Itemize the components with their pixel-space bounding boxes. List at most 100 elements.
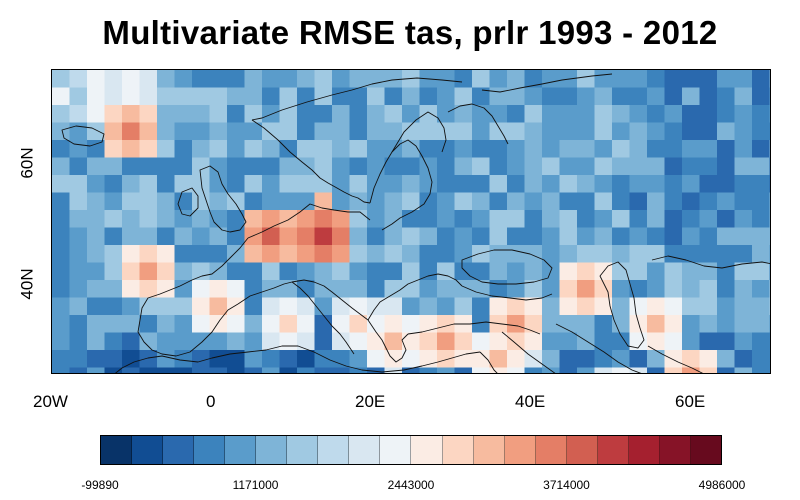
grid-cell [752,140,770,159]
grid-cell [419,157,438,176]
grid-cell [629,227,648,246]
grid-cell [419,87,438,106]
grid-cell [559,140,578,159]
grid-cell [699,350,718,369]
grid-cell [752,105,770,124]
grid-cell [157,297,176,316]
grid-cell [52,140,71,159]
grid-cell [69,210,88,229]
grid-cell [542,122,561,141]
grid-cell [52,297,71,316]
grid-cell [577,122,596,141]
grid-cell [419,280,438,299]
grid-cell [559,105,578,124]
grid-cell [489,175,508,194]
grid-cell [367,315,386,334]
grid-cell [682,297,701,316]
grid-cell [752,245,770,264]
grid-cell [209,315,228,334]
grid-cell [87,175,106,194]
grid-cell [524,122,543,141]
grid-cell [174,315,193,334]
grid-cell [367,122,386,141]
grid-cell [682,140,701,159]
grid-cell [139,262,158,281]
grid-cell [52,70,71,89]
grid-cell [174,350,193,369]
grid-cell [419,262,438,281]
grid-cell [682,87,701,106]
grid-cell [769,140,770,159]
grid-cell [384,262,403,281]
grid-cell [87,210,106,229]
grid-cell [69,140,88,159]
grid-cell [489,350,508,369]
grid-cell [454,122,473,141]
grid-cell [262,140,281,159]
grid-cell [87,297,106,316]
grid-cell [122,157,141,176]
grid-cell [577,262,596,281]
grid-cell [227,350,246,369]
grid-cell [629,122,648,141]
grid-cell [682,227,701,246]
grid-cell [332,192,351,211]
grid-cell [367,350,386,369]
grid-cell [244,157,263,176]
grid-cell [542,87,561,106]
grid-cell [752,122,770,141]
grid-cell [699,332,718,351]
grid-cell [139,175,158,194]
grid-cell [244,297,263,316]
grid-cell [52,262,71,281]
grid-cell [157,350,176,369]
grid-cell [454,280,473,299]
grid-cell [577,315,596,334]
grid-cell [717,315,736,334]
grid-cell [367,192,386,211]
grid-cell [454,175,473,194]
grid-cell [472,280,491,299]
grid-cell [349,332,368,351]
grid-cell [769,315,770,334]
grid-cell [332,350,351,369]
colorbar-tick-label: 2443000 [387,478,435,492]
grid-cell [559,280,578,299]
grid-cell [192,192,211,211]
grid-cell [472,245,491,264]
grid-cell [262,227,281,246]
colorbar-swatch [194,436,226,464]
grid-cell [472,367,491,373]
grid-cell [419,350,438,369]
grid-cell [227,70,246,89]
grid-cell [227,315,246,334]
rmse-grid-cells [52,70,770,373]
grid-cell [174,175,193,194]
grid-cell [297,297,316,316]
grid-cell [227,332,246,351]
grid-cell [244,315,263,334]
grid-cell [577,280,596,299]
grid-cell [87,245,106,264]
grid-cell [297,192,316,211]
grid-cell [664,227,683,246]
lon-label-20w: 20W [33,392,68,411]
grid-cell [69,227,88,246]
grid-cell [454,227,473,246]
grid-cell [507,70,526,89]
grid-cell [507,332,526,351]
grid-cell [367,367,386,373]
grid-cell [192,315,211,334]
grid-cell [332,140,351,159]
grid-cell [437,122,456,141]
grid-cell [384,315,403,334]
grid-cell [209,70,228,89]
grid-cell [349,280,368,299]
grid-cell [472,140,491,159]
grid-cell [262,367,281,373]
grid-cell [699,122,718,141]
grid-cell [542,70,561,89]
grid-cell [384,227,403,246]
grid-cell [262,210,281,229]
map-panel [51,69,771,374]
